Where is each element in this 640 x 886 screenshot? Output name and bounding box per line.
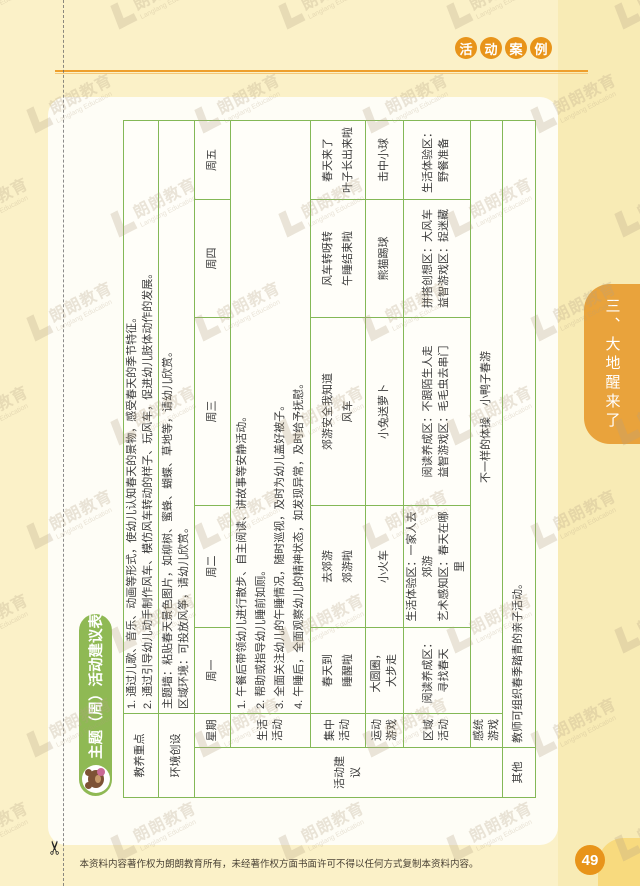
row-label-other: 其他 bbox=[502, 747, 536, 798]
sport-game-mon: 大圆圈， 大步走 bbox=[365, 627, 404, 714]
chapter-tab-label: 三、大地醒来了 bbox=[603, 297, 621, 431]
group-activity-wed: 郊游安全我知道 风车 bbox=[310, 317, 366, 506]
row-label-group-activity: 集中活动 bbox=[310, 713, 366, 748]
area-activity-fri: 生活体验区：野餐准备 bbox=[403, 120, 471, 200]
row-label-sport-game: 运动游戏 bbox=[365, 713, 404, 748]
text-line: 1. 通过儿歌、音乐、动画等形式，使幼儿认知春天的景物，感受春天的季节特征。 bbox=[126, 311, 139, 709]
copyright-footer: 本资料内容著作权为朗朗教育所有，未经著作权方面书面许可不得以任何方式复制本资料内… bbox=[79, 859, 479, 870]
sheet-title-pill: 主题（周）活动建议表 bbox=[79, 614, 112, 796]
area-activity-thu: 拼搭创想区：大风车 益智游戏区：捉迷藏 bbox=[403, 199, 471, 318]
row-label-activity-suggestion: 活动建议 bbox=[194, 747, 503, 798]
text-line: 2. 通过引导幼儿动手制作风车、模仿风车转动的样子、玩风车，促进幼儿肢体动作的发… bbox=[142, 267, 154, 709]
row-label-environment: 环境创设 bbox=[158, 713, 195, 798]
day-header-thu: 周四 bbox=[194, 199, 231, 318]
badge-char: 例 bbox=[530, 37, 552, 59]
page-number-badge: 49 bbox=[575, 845, 605, 875]
sport-game-wed: 小兔送萝卜 bbox=[365, 317, 404, 506]
text-line: 主题墙：粘贴春天景色图片，如柳树、蜜蜂、蝴蝶、草地等，请幼儿欣赏。 bbox=[161, 346, 174, 709]
day-header-tue: 周二 bbox=[194, 505, 231, 628]
day-header-wed: 周三 bbox=[194, 317, 231, 506]
row-label-area-activity: 区域活动 bbox=[403, 713, 471, 748]
cut-dashed-line bbox=[63, 0, 64, 886]
text-line: 2. 帮助或指导幼儿睡前如厕。 bbox=[254, 564, 267, 709]
sheet-title: 主题（周）活动建议表 bbox=[89, 614, 105, 759]
text-line: 4. 午睡后，全面观察幼儿的精神状态，如发现异常，及时给予抚慰。 bbox=[292, 377, 305, 709]
header-rule bbox=[55, 70, 588, 74]
daily-life-content: 1. 午餐后带领幼儿进行散步、自主阅读、讲故事等安静活动。 2. 帮助或指导幼儿… bbox=[230, 120, 311, 714]
sport-game-tue: 小火车 bbox=[365, 505, 404, 628]
watermark-logo-icon bbox=[107, 0, 136, 30]
group-activity-fri: 春天来了 叶子长出来啦 bbox=[310, 120, 366, 200]
scissors-icon: ✂ bbox=[45, 839, 67, 856]
sport-game-thu: 熊猫踢球 bbox=[365, 199, 404, 318]
area-activity-tue: 生活体验区：一家人去郊游 艺术感知区：春天在哪里 bbox=[403, 505, 471, 628]
area-activity-mon: 阅读养成区： 寻找春天 bbox=[403, 627, 471, 714]
text-line: 1. 午餐后带领幼儿进行散步、自主阅读、讲故事等安静活动。 bbox=[235, 410, 248, 709]
chapter-tab: 三、大地醒来了 bbox=[584, 284, 640, 444]
day-header-mon: 周一 bbox=[194, 627, 231, 714]
badge-char: 案 bbox=[505, 37, 527, 59]
environment-content: 主题墙：粘贴春天景色图片，如柳树、蜜蜂、蝴蝶、草地等，请幼儿欣赏。 区域环境：可… bbox=[158, 120, 195, 714]
day-header-fri: 周五 bbox=[194, 120, 231, 200]
area-activity-wed: 阅读养成区：不跟陌生人走 益智游戏区：毛毛虫去串门 bbox=[403, 317, 471, 506]
sensory-game-content: 不一样的体操 小鸭子春游 bbox=[470, 120, 503, 714]
group-activity-mon: 春天到 睡醒啦 bbox=[310, 627, 366, 714]
group-activity-tue: 去郊游 郊游啦 bbox=[310, 505, 366, 628]
bear-icon bbox=[81, 765, 110, 793]
watermark-logo-icon bbox=[275, 0, 304, 30]
group-activity-thu: 风车转呀转 午睡结束啦 bbox=[310, 199, 366, 318]
section-badge: 活 动 案 例 bbox=[455, 37, 552, 59]
badge-char: 活 bbox=[455, 37, 477, 59]
rotated-sheet: 主题（周）活动建议表 教养重点 1. 通过儿歌、音乐、动画等形式，使幼儿认知春天… bbox=[75, 108, 537, 798]
row-label-daily-life: 生活活动 bbox=[230, 713, 311, 748]
badge-char: 动 bbox=[480, 37, 502, 59]
text-line: 3. 全面关注幼儿的午睡情况，随时巡视，及时为幼儿盖好被子。 bbox=[273, 399, 286, 709]
row-label-sensory-game: 感统游戏 bbox=[470, 713, 503, 748]
teaching-focus-content: 1. 通过儿歌、音乐、动画等形式，使幼儿认知春天的景物，感受春天的季节特征。 2… bbox=[123, 120, 159, 714]
weekly-plan-table: 教养重点 1. 通过儿歌、音乐、动画等形式，使幼儿认知春天的景物，感受春天的季节… bbox=[123, 120, 537, 798]
sport-game-fri: 击中小球 bbox=[365, 120, 404, 200]
other-content: 教师可组织春季踏青的亲子活动。 bbox=[502, 120, 536, 748]
row-label-teaching-focus: 教养重点 bbox=[123, 713, 159, 798]
watermark-logo-icon bbox=[443, 0, 472, 30]
corner-decoration bbox=[598, 838, 640, 886]
text-line: 区域环境：可投放风筝，请幼儿欣赏。 bbox=[177, 522, 190, 709]
week-header: 星期 bbox=[194, 713, 231, 748]
